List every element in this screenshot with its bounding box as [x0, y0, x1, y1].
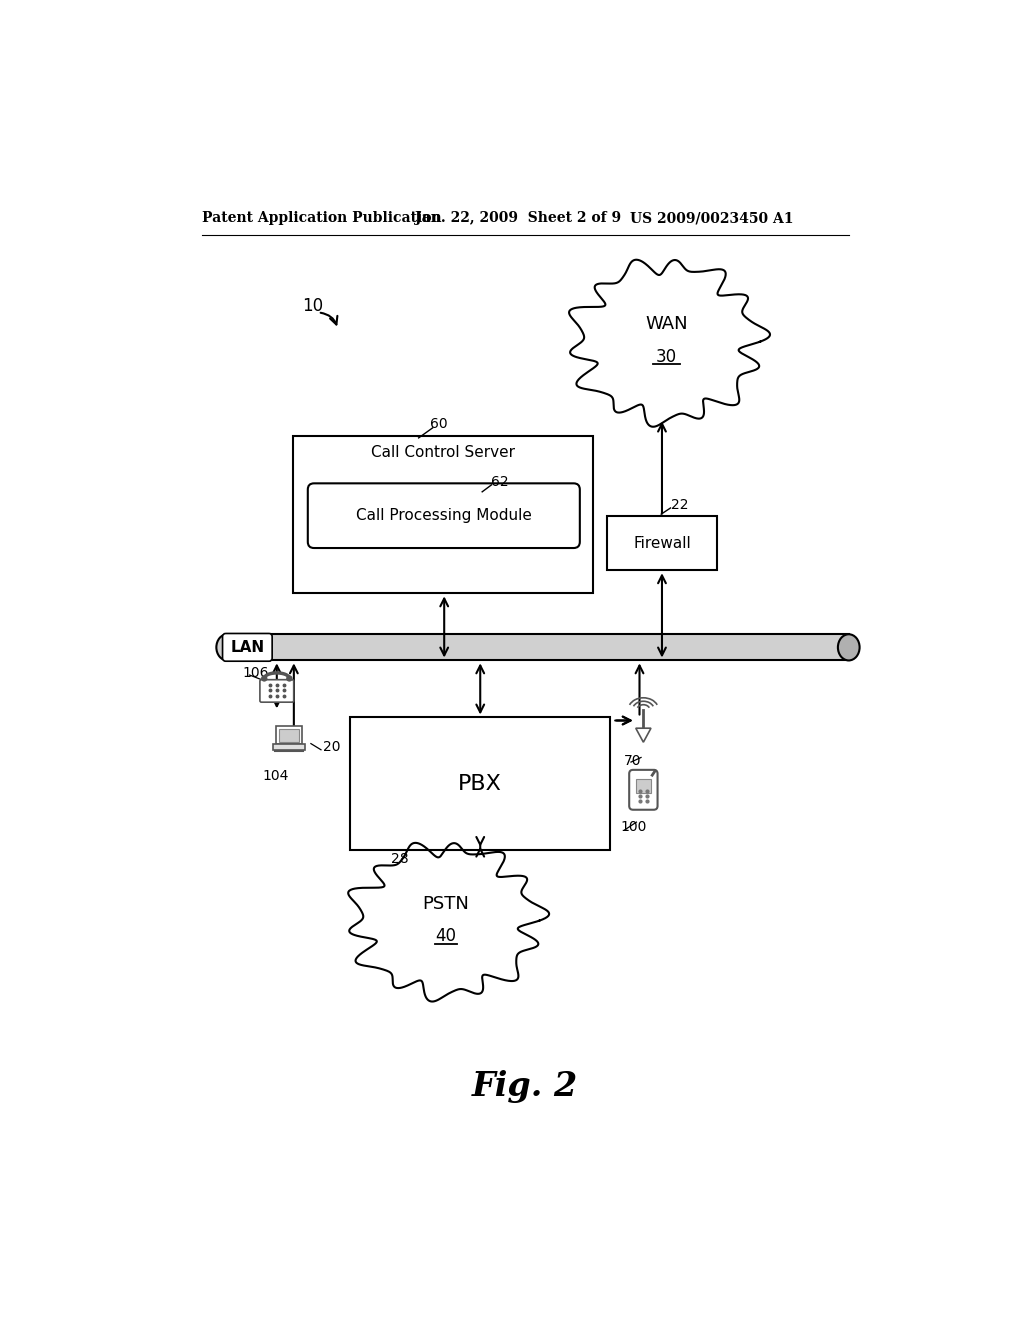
Text: 30: 30 [656, 348, 677, 366]
Circle shape [287, 676, 292, 681]
Text: 100: 100 [621, 820, 646, 834]
Text: Call Processing Module: Call Processing Module [356, 508, 531, 523]
Circle shape [262, 676, 267, 681]
Text: PSTN: PSTN [422, 895, 469, 912]
Bar [636, 779, 650, 793]
Text: Fig. 2: Fig. 2 [472, 1069, 578, 1102]
Bar [279, 729, 299, 742]
Polygon shape [636, 729, 651, 742]
Text: Patent Application Publication: Patent Application Publication [202, 211, 441, 226]
Bar [275, 726, 302, 744]
Text: 60: 60 [430, 417, 447, 432]
Text: US 2009/0023450 A1: US 2009/0023450 A1 [630, 211, 794, 226]
Text: 10: 10 [302, 297, 324, 315]
Text: 28: 28 [391, 853, 410, 866]
Text: 40: 40 [435, 927, 457, 945]
Text: LAN: LAN [230, 640, 264, 655]
Text: 62: 62 [490, 475, 508, 488]
Text: Call Control Server: Call Control Server [371, 445, 515, 461]
Ellipse shape [216, 635, 238, 660]
Bar [350, 718, 610, 850]
Text: 104: 104 [262, 770, 289, 783]
Text: WAN: WAN [645, 315, 688, 333]
Bar [273, 744, 305, 750]
Polygon shape [569, 260, 770, 426]
Bar [293, 436, 593, 594]
FancyBboxPatch shape [308, 483, 580, 548]
Text: Jan. 22, 2009  Sheet 2 of 9: Jan. 22, 2009 Sheet 2 of 9 [415, 211, 621, 226]
Text: Firewall: Firewall [633, 536, 691, 550]
Ellipse shape [838, 635, 859, 660]
FancyBboxPatch shape [222, 634, 272, 661]
Text: 106: 106 [243, 665, 269, 680]
Polygon shape [348, 843, 549, 1002]
Text: 20: 20 [324, 741, 341, 755]
Bar [227, 635, 849, 660]
FancyBboxPatch shape [260, 680, 294, 702]
Bar [607, 516, 717, 570]
Text: PBX: PBX [459, 774, 502, 793]
FancyBboxPatch shape [629, 770, 657, 809]
Text: 22: 22 [671, 498, 688, 512]
Text: 70: 70 [624, 754, 641, 767]
